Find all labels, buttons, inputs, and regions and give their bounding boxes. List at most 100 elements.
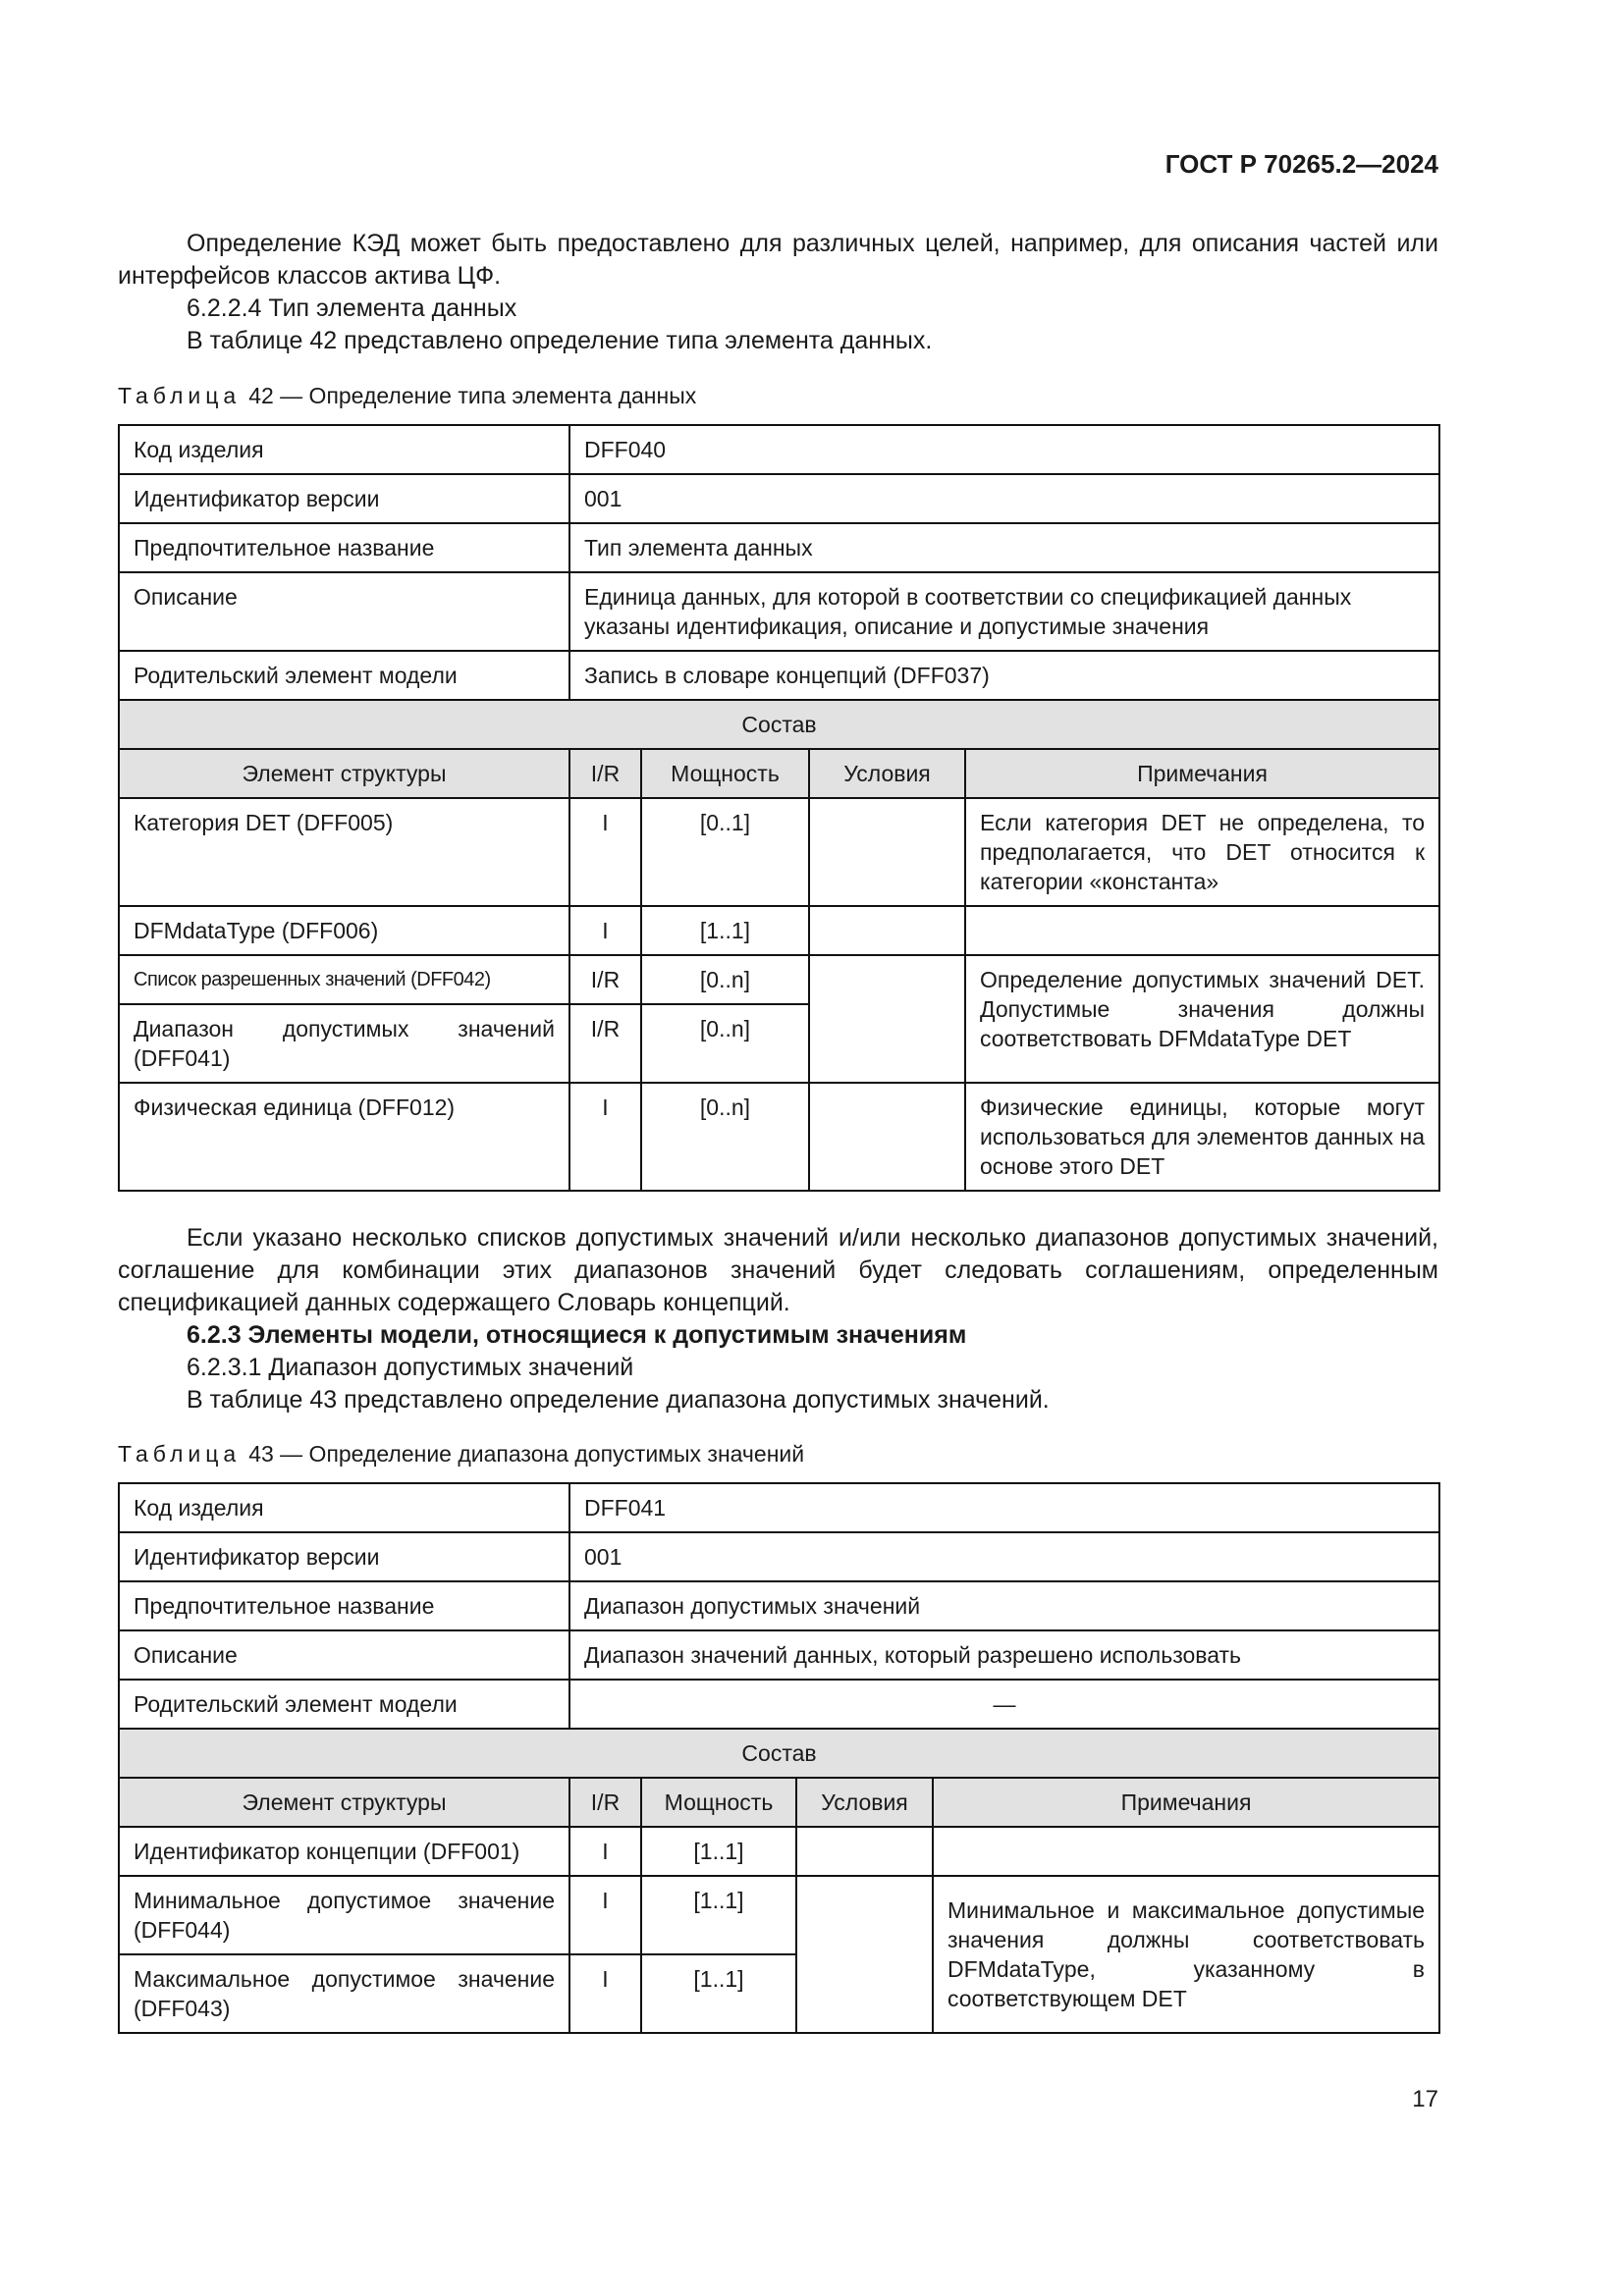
text-block: Определение КЭД может быть предоставлено… — [118, 228, 1438, 357]
table-wrap: Код изделия DFF040 Идентификатор версии 00… — [117, 424, 1441, 1192]
cell: Определение допустимых значений DET. Доп… — [963, 954, 1441, 1084]
cell — [795, 1875, 934, 2034]
info-row: Код изделия DFF040 — [118, 424, 1441, 475]
info-row: Родительский элемент модели Запись в слов… — [118, 650, 1441, 701]
paragraph: Определение КЭД может быть предоставлено… — [118, 230, 1438, 290]
info-row: Описание Единица данных, для которой в со… — [118, 571, 1441, 652]
cell: [1..1] — [640, 905, 810, 956]
cell: I — [568, 1826, 642, 1877]
cell: I — [568, 797, 642, 907]
cell: Минимальное допустимое значение (DFF044) — [118, 1875, 570, 1955]
cell: Диапазон допустимых значений (DFF041) — [118, 1003, 570, 1084]
cell: I — [568, 1875, 642, 1955]
info-row: Описание Диапазон значений данных, которы… — [118, 1629, 1441, 1681]
cell — [963, 905, 1441, 956]
header-cell: Условия — [808, 748, 966, 799]
section-heading: 6.2.3 Элементы модели, относящиеся к доп… — [187, 1321, 967, 1349]
cell: I — [568, 1953, 642, 2034]
cell: Родительский элемент модели — [118, 650, 570, 701]
info-row: Родительский элемент модели — — [118, 1679, 1441, 1730]
cell: I/R — [568, 1003, 642, 1084]
cell: I/R — [568, 954, 642, 1005]
cell: 001 — [568, 1531, 1441, 1582]
doc-code: ГОСТ Р 70265.2—2024 — [1164, 149, 1438, 179]
row: Список разрешенных значений (DFF042) I/R[… — [118, 954, 1441, 1084]
cell: Код изделия — [118, 424, 570, 475]
header-cell: Примечания — [931, 1777, 1441, 1828]
info-row: Код изделия DFF041 — [118, 1482, 1441, 1533]
cell — [931, 1826, 1441, 1877]
cell: Родительский элемент модели — [118, 1679, 570, 1730]
row: Категория DET (DFF005) I [0..1] Если катего… — [118, 797, 1441, 907]
cell — [808, 1082, 966, 1192]
cell: Описание — [118, 571, 570, 652]
info-row: Идентификатор версии 001 — [118, 473, 1441, 524]
header-cell: Мощность — [640, 1777, 797, 1828]
cell: Предпочтительное название — [118, 1580, 570, 1631]
cell: [0..n] — [640, 954, 810, 1005]
paragraph: Если указано несколько списков допустимы… — [118, 1224, 1438, 1316]
caption-label: Таблица — [118, 1441, 242, 1467]
row: Идентификатор концепции (DFF001) I [1..1] — [118, 1826, 1441, 1877]
info-row: Предпочтительное название Тип элемента да… — [118, 522, 1441, 573]
cell: Состав — [117, 1728, 1441, 1779]
cell: DFF040 — [568, 424, 1441, 475]
cell: Запись в словаре концепций (DFF037) — [568, 650, 1441, 701]
header-cell: Мощность — [640, 748, 810, 799]
cell: Если категория DET не определена, то пре… — [963, 797, 1441, 907]
cell: [1..1] — [640, 1826, 797, 1877]
row: Диапазон допустимых значений (DFF041) I/R… — [118, 1003, 1439, 1084]
cell: DFMdataType (DFF006) — [118, 905, 570, 956]
cell: — — [568, 1679, 1441, 1730]
row: Минимальное допустимое значение (DFF044)… — [118, 1875, 1441, 2034]
row: DFMdataType (DFF006) I [1..1] — [118, 905, 1441, 956]
cell: Состав — [117, 699, 1441, 750]
cell: Минимальное и максимальное допустимые зн… — [931, 1875, 1441, 2034]
header-cell: Элемент структуры — [118, 1777, 570, 1828]
cell: [1..1] — [640, 1953, 797, 2034]
caption-label: Таблица — [118, 383, 242, 408]
paragraph: В таблице 43 представлено определение ди… — [187, 1386, 1050, 1414]
cell: DFF041 — [568, 1482, 1441, 1533]
header-cell: Примечания — [963, 748, 1441, 799]
row: Физическая единица (DFF012) I [0..n] Физиче… — [118, 1082, 1441, 1192]
cell: Физические единицы, которые могут исполь… — [963, 1082, 1441, 1192]
cell: I — [568, 905, 642, 956]
cell: Диапазон значений данных, который разреш… — [568, 1629, 1441, 1681]
header-cell: I/R — [568, 748, 642, 799]
cell — [808, 905, 966, 956]
cell: Категория DET (DFF005) — [118, 797, 570, 907]
cell: Описание — [118, 1629, 570, 1681]
table-caption: Таблица 43 — Определение диапазона допуст… — [118, 1441, 1438, 1468]
text-block: Если указано несколько списков допустимы… — [118, 1222, 1438, 1416]
row: Максимальное допустимое значение (DFF043… — [118, 1953, 1439, 2034]
cell: Предпочтительное название — [118, 522, 570, 573]
info-row: Предпочтительное название Диапазон допуст… — [118, 1580, 1441, 1631]
cell: [1..1] — [640, 1875, 797, 1955]
section-heading: 6.2.2.4 Тип элемента данных — [187, 294, 517, 322]
cell: Тип элемента данных — [568, 522, 1441, 573]
table-43: Код изделия DFF041 Идентификатор версии 00… — [117, 1482, 1441, 2034]
cell: Диапазон допустимых значений — [568, 1580, 1441, 1631]
header-cell: Условия — [795, 1777, 934, 1828]
cell: I — [568, 1082, 642, 1192]
info-row: Идентификатор версии 001 — [118, 1531, 1441, 1582]
table-wrap: Код изделия DFF041 Идентификатор версии 00… — [117, 1482, 1441, 2034]
cell — [808, 954, 966, 1084]
page-number: 17 — [1412, 2086, 1438, 2112]
paragraph: В таблице 42 представлено определение ти… — [187, 327, 933, 354]
cell: Идентификатор версии — [118, 473, 570, 524]
cell: Код изделия — [118, 1482, 570, 1533]
cell — [808, 797, 966, 907]
header-row: Элемент структуры I/R Мощность Условия Приме… — [118, 748, 1441, 799]
table-caption: Таблица 42 — Определение типа элемента да… — [118, 383, 1438, 409]
cell: Идентификатор версии — [118, 1531, 570, 1582]
cell: Идентификатор концепции (DFF001) — [118, 1826, 570, 1877]
section-heading: 6.2.3.1 Диапазон допустимых значений — [187, 1354, 634, 1381]
header-cell: I/R — [568, 1777, 642, 1828]
cell: Список разрешенных значений (DFF042) — [118, 954, 570, 1005]
cell — [795, 1826, 934, 1877]
table-42: Код изделия DFF040 Идентификатор версии 00… — [117, 424, 1441, 1192]
